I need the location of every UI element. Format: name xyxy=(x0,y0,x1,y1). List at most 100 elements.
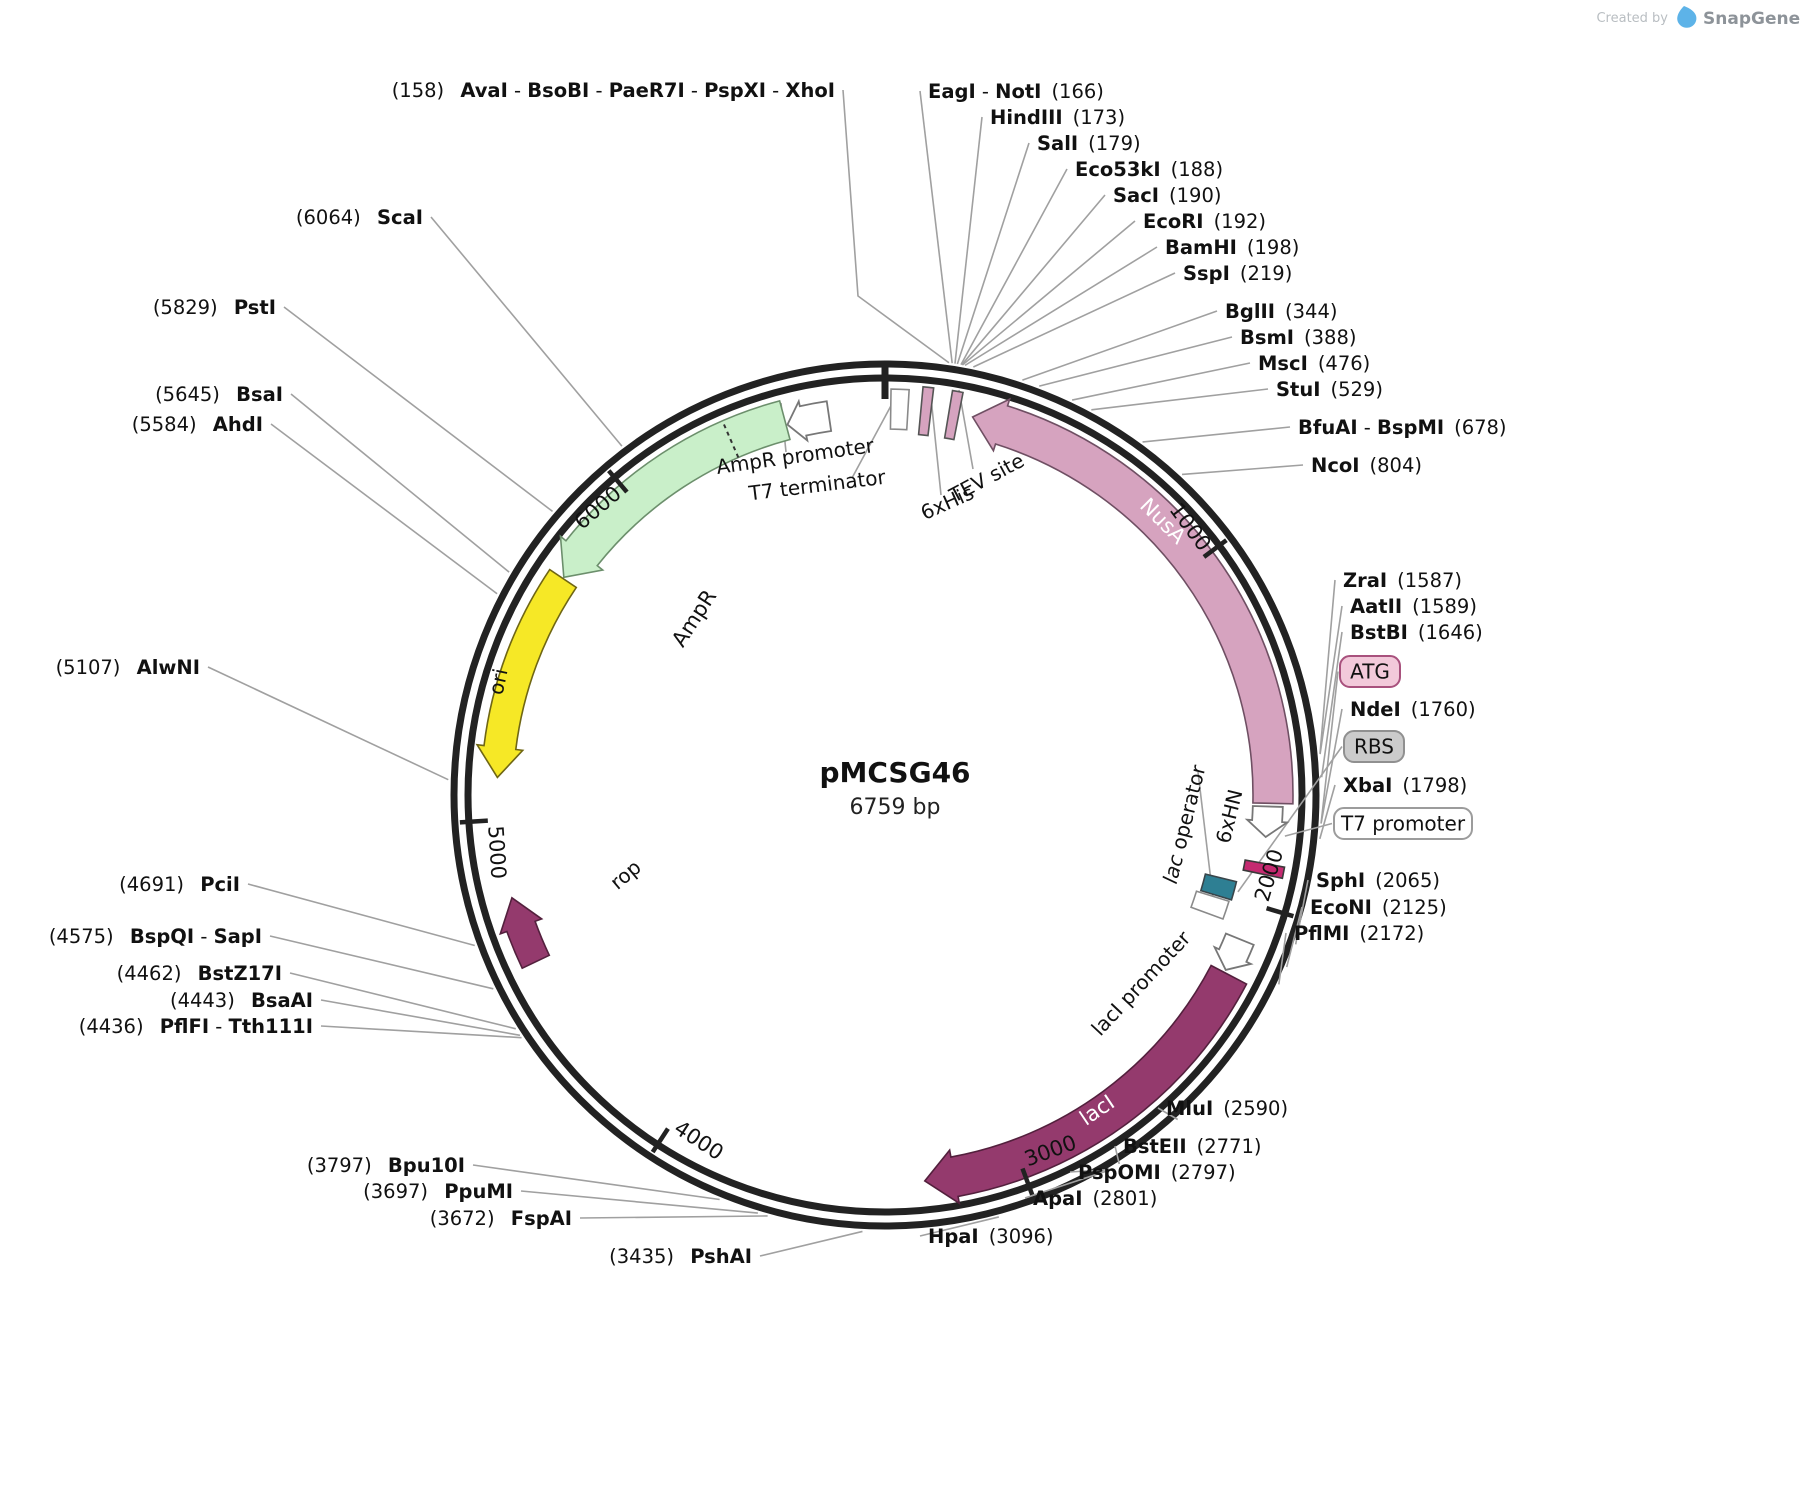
leader-SalI xyxy=(956,142,1030,365)
leader-lines xyxy=(207,89,1343,1257)
svg-text:T7 promoter: T7 promoter xyxy=(1340,812,1466,836)
site-label-AlwNI: (5107) AlwNI xyxy=(56,656,200,679)
svg-text:ATG: ATG xyxy=(1350,660,1390,684)
site-label-PshAI: (3435) PshAI xyxy=(609,1245,752,1268)
site-label-StuI: StuI (529) xyxy=(1276,378,1383,401)
badge-ATG: ATG xyxy=(1339,655,1401,688)
site-label-BglII: BglII (344) xyxy=(1225,300,1337,323)
site-label-PspOMI: PspOMI (2797) xyxy=(1078,1161,1236,1184)
site-label-BstBI: BstBI (1646) xyxy=(1350,621,1483,644)
plasmid-name: pMCSG46 xyxy=(819,756,970,789)
promoter-arrow-AmpR-promoter xyxy=(786,398,833,443)
leader-SspI xyxy=(973,272,1176,368)
site-label-BfuAI-BspMI: BfuAI - BspMI (678) xyxy=(1298,416,1507,439)
site-label-SalI: SalI (179) xyxy=(1037,132,1141,155)
leader-badge-T7-promoter xyxy=(1284,822,1333,837)
promoter-arrow-T7-promoter xyxy=(1244,805,1290,839)
leader-BstBI xyxy=(1320,631,1343,778)
leader-BamHI xyxy=(964,246,1158,367)
backbone-outer-ring xyxy=(450,360,1320,1230)
feature-arc-rop xyxy=(499,896,551,970)
leader-XbaI xyxy=(1319,784,1336,840)
leader-MluI xyxy=(1157,1107,1179,1121)
site-label-BstEII: BstEII (2771) xyxy=(1123,1135,1261,1158)
label-feature-ori: ori xyxy=(484,666,513,696)
site-label-SphI: SphI (2065) xyxy=(1316,869,1440,892)
leader-EcoNI xyxy=(1285,906,1303,968)
leader-AatII xyxy=(1319,605,1343,755)
site-label-PflMI: PflMI (2172) xyxy=(1294,922,1424,945)
leader-EcoRI xyxy=(962,220,1136,366)
marker-T7-terminator xyxy=(889,388,910,431)
site-label-FspAI: (3672) FspAI xyxy=(430,1207,572,1230)
site-label-HindIII: HindIII (173) xyxy=(990,106,1125,129)
site-label-PflFI-Tth111I: (4436) PflFI - Tth111I xyxy=(79,1015,313,1038)
leader-AlwNI xyxy=(207,666,449,781)
site-label-ScaI: (6064) ScaI xyxy=(296,206,423,229)
site-label-BsaAI: (4443) BsaAI xyxy=(170,989,313,1012)
marker-6xHN xyxy=(1242,859,1286,880)
site-label-NdeI: NdeI (1760) xyxy=(1350,698,1476,721)
tick-6000 xyxy=(607,469,629,494)
plasmid-size: 6759 bp xyxy=(850,795,941,820)
site-label-BsaI: (5645) BsaI xyxy=(155,383,283,406)
feature-arc-NusA xyxy=(971,397,1294,805)
leader-ScaI xyxy=(430,216,623,447)
leader-StuI xyxy=(1091,388,1269,411)
tick-5000 xyxy=(459,818,488,825)
leader-ApaI xyxy=(1024,1169,1110,1199)
leader-PciI xyxy=(247,883,475,947)
badge-RBS: RBS xyxy=(1343,730,1405,763)
svg-text:RBS: RBS xyxy=(1354,735,1394,759)
snapgene-watermark: Created by SnapGene xyxy=(1596,6,1800,29)
tick-4000 xyxy=(650,1127,670,1154)
site-label-BsmI: BsmI (388) xyxy=(1240,326,1356,349)
leader-MscI xyxy=(1071,362,1251,401)
leader-badge-ATG xyxy=(1320,671,1339,824)
site-label-XbaI: XbaI (1798) xyxy=(1343,774,1467,797)
leader-SphI xyxy=(1294,879,1309,945)
leader-PflFI-Tth111I xyxy=(320,1025,522,1039)
leader-AhdI xyxy=(270,423,498,595)
site-label-ZraI: ZraI (1587) xyxy=(1343,569,1462,592)
leader-PspOMI xyxy=(1069,1168,1111,1173)
leader-SacI xyxy=(961,194,1106,366)
plasmid-title: pMCSG46 6759 bp xyxy=(819,756,970,820)
leader-BstEII xyxy=(1114,1145,1120,1165)
watermark-brand: SnapGene xyxy=(1703,9,1800,29)
site-label-EcoNI: EcoNI (2125) xyxy=(1310,896,1447,919)
leader-BspQI-SapI xyxy=(269,935,494,990)
site-label-Bpu10I: (3797) Bpu10I xyxy=(307,1154,465,1177)
site-label-AatII: AatII (1589) xyxy=(1350,595,1477,618)
leader-PflMI xyxy=(1278,932,1287,985)
leader-AvaI-BsoBI-PaeR7I-PspXI-XhoI xyxy=(842,89,950,364)
promoter-arrow-lacI-promoter xyxy=(1212,932,1255,971)
leader-HindIII xyxy=(954,116,983,364)
features xyxy=(475,385,1294,1205)
site-label-Eco53kI: Eco53kI (188) xyxy=(1075,158,1223,181)
tick-3000 xyxy=(1020,1167,1035,1196)
marker-6xHis xyxy=(917,385,935,437)
leader-BglII xyxy=(1022,310,1218,381)
site-label-BstZ17I: (4462) BstZ17I xyxy=(117,962,282,985)
site-labels: (158) AvaI - BsoBI - PaeR7I - PspXI - Xh… xyxy=(49,79,1507,1268)
site-label-HpaI: HpaI (3096) xyxy=(928,1225,1054,1248)
watermark-created-by: Created by xyxy=(1596,11,1668,26)
site-label-ApaI: ApaI (2801) xyxy=(1033,1187,1157,1210)
site-label-BamHI: BamHI (198) xyxy=(1165,236,1299,259)
site-label-PstI: (5829) PstI xyxy=(153,296,276,319)
tick-label-5000: 5000 xyxy=(483,825,510,880)
leader-EagI-NotI xyxy=(919,90,953,364)
feature-boundary-dotted xyxy=(721,420,740,458)
leader-Bpu10I xyxy=(472,1164,720,1201)
site-label-MscI: MscI (476) xyxy=(1258,352,1370,375)
feature-arc-AmpR xyxy=(559,399,791,579)
site-label-NcoI: NcoI (804) xyxy=(1311,454,1422,477)
badge-T7-promoter: T7 promoter xyxy=(1333,807,1473,840)
leader-FspAI xyxy=(579,1215,768,1219)
leader-PpuMI xyxy=(520,1190,758,1214)
feature-arc-ori xyxy=(475,568,578,779)
